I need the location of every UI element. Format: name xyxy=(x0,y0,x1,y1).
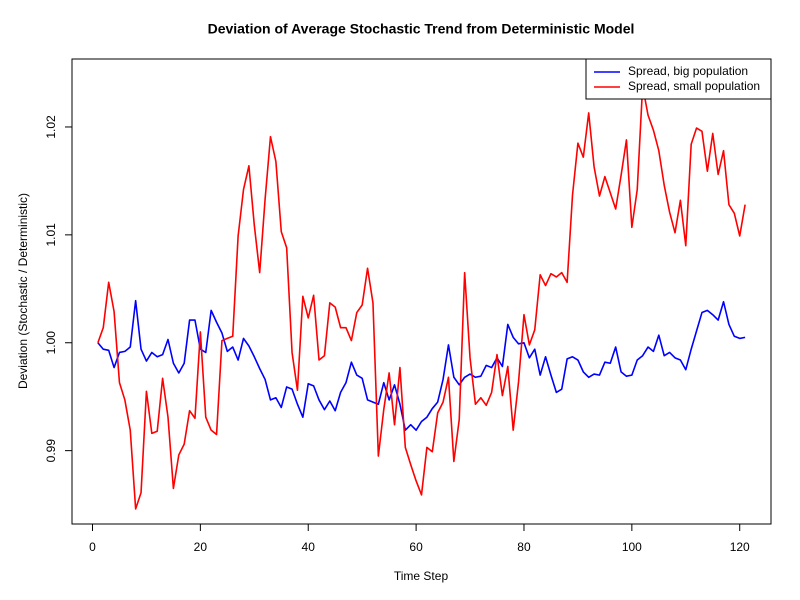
y-axis-label: Deviation (Stochastic / Deterministic) xyxy=(16,193,30,389)
legend-label: Spread, small population xyxy=(628,79,760,93)
x-tick-label: 80 xyxy=(517,540,531,554)
y-tick-label: 1.02 xyxy=(44,115,58,139)
x-tick-label: 0 xyxy=(89,540,96,554)
x-axis-label: Time Step xyxy=(394,569,449,583)
legend-label: Spread, big population xyxy=(628,64,748,78)
x-tick-label: 100 xyxy=(622,540,642,554)
x-tick-label: 20 xyxy=(194,540,208,554)
x-tick-label: 40 xyxy=(302,540,316,554)
legend-box xyxy=(585,58,772,100)
y-tick-label: 0.99 xyxy=(44,439,58,463)
series-line xyxy=(97,85,746,510)
y-tick-label: 1.01 xyxy=(44,223,58,247)
y-tick-label: 1.00 xyxy=(44,331,58,355)
chart-title: Deviation of Average Stochastic Trend fr… xyxy=(208,21,635,37)
series-line xyxy=(97,299,746,431)
x-tick-label: 120 xyxy=(730,540,750,554)
x-tick-label: 60 xyxy=(409,540,423,554)
